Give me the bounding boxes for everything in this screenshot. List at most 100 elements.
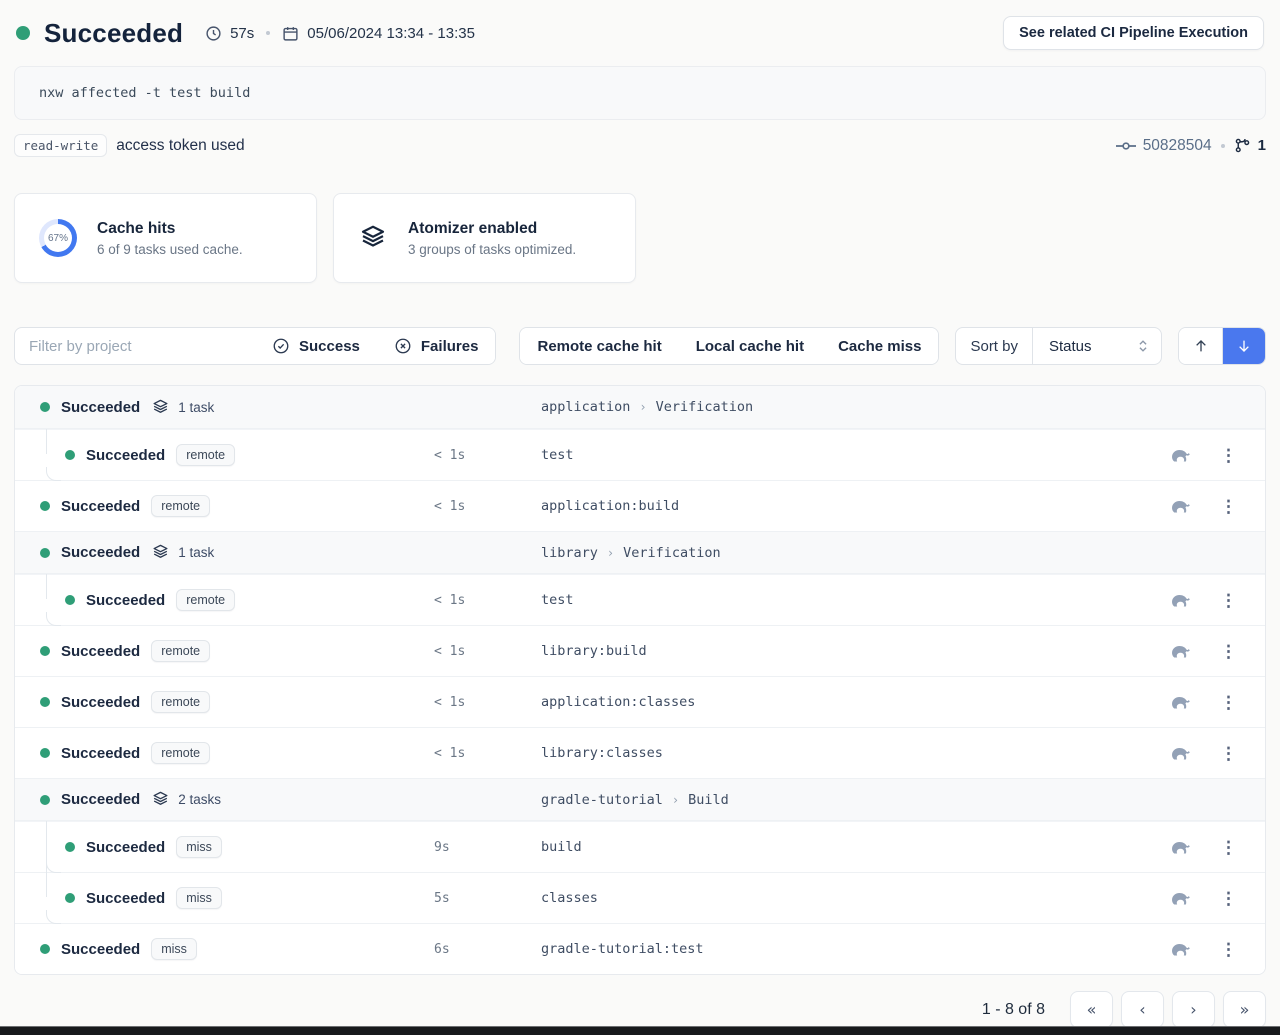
task-group-row[interactable]: Succeeded 1 task library › Verification xyxy=(15,531,1265,573)
task-duration: < 1s xyxy=(434,643,466,659)
group-status: Succeeded xyxy=(61,791,141,808)
check-circle-icon xyxy=(272,337,290,355)
gradle-icon[interactable] xyxy=(1170,745,1192,762)
sort-group: Sort by Status xyxy=(955,327,1162,365)
related-pipeline-button[interactable]: See related CI Pipeline Execution xyxy=(1003,16,1264,50)
layers-icon xyxy=(358,223,388,253)
atomizer-card[interactable]: Atomizer enabled 3 groups of tasks optim… xyxy=(333,193,636,283)
task-row[interactable]: Succeeded remote < 1s library:classes ⋮ xyxy=(15,727,1265,778)
first-page-button[interactable]: « xyxy=(1070,991,1113,1028)
task-name: test xyxy=(541,592,574,608)
status-dot xyxy=(40,794,50,805)
gradle-icon[interactable] xyxy=(1170,498,1192,515)
task-duration: < 1s xyxy=(434,745,466,761)
page-title: Succeeded xyxy=(44,17,184,48)
group-project: application xyxy=(541,399,631,415)
kebab-menu-icon[interactable]: ⋮ xyxy=(1220,496,1237,516)
separator-dot xyxy=(266,31,271,35)
group-target: Verification xyxy=(655,399,754,415)
tree-connector xyxy=(46,859,61,873)
task-row[interactable]: Succeeded remote < 1s library:build ⋮ xyxy=(15,625,1265,676)
task-group-row[interactable]: Succeeded 2 tasks gradle-tutorial › Buil… xyxy=(15,778,1265,820)
task-row[interactable]: Succeeded remote < 1s test ⋮ xyxy=(15,429,1265,481)
status-dot xyxy=(65,595,75,605)
summary-cards: 67% Cache hits 6 of 9 tasks used cache. … xyxy=(14,193,1266,283)
task-name: classes xyxy=(541,890,598,906)
run-header: Succeeded 57s 05/06/2024 13:34 - 13:35 S… xyxy=(0,0,1280,60)
filter-bar: Success Failures Remote cache hit Local … xyxy=(14,327,1266,365)
cache-hits-donut: 67% xyxy=(39,219,77,257)
cache-hits-percent: 67% xyxy=(44,224,72,252)
task-name: test xyxy=(541,447,574,463)
kebab-menu-icon[interactable]: ⋮ xyxy=(1220,445,1237,465)
tree-connector xyxy=(46,910,61,924)
kebab-menu-icon[interactable]: ⋮ xyxy=(1220,939,1237,959)
gradle-icon[interactable] xyxy=(1170,839,1192,856)
path-separator: › xyxy=(639,400,647,414)
task-row[interactable]: Succeeded miss 6s gradle-tutorial:test ⋮ xyxy=(15,923,1265,974)
gradle-icon[interactable] xyxy=(1170,447,1192,464)
next-page-button[interactable]: › xyxy=(1172,991,1215,1028)
task-row[interactable]: Succeeded remote < 1s application:classe… xyxy=(15,676,1265,727)
path-separator: › xyxy=(671,792,680,807)
commit-icon xyxy=(1115,139,1136,153)
token-row: read-write access token used 50828504 1 xyxy=(14,134,1266,157)
cache-status-badge: remote xyxy=(151,495,211,517)
kebab-menu-icon[interactable]: ⋮ xyxy=(1220,692,1237,712)
task-status: Succeeded xyxy=(86,838,166,856)
gradle-icon[interactable] xyxy=(1170,592,1192,609)
task-status: Succeeded xyxy=(61,940,141,958)
success-filter-button[interactable]: Success xyxy=(255,328,377,364)
task-duration: < 1s xyxy=(434,447,466,463)
group-project: gradle-tutorial xyxy=(541,791,663,808)
kebab-menu-icon[interactable]: ⋮ xyxy=(1220,641,1237,661)
cache-hits-card[interactable]: 67% Cache hits 6 of 9 tasks used cache. xyxy=(14,193,317,283)
task-row[interactable]: Succeeded remote < 1s test ⋮ xyxy=(15,574,1265,626)
pagination: 1 - 8 of 8 « ‹ › » xyxy=(14,991,1266,1028)
remote-cache-hit-button[interactable]: Remote cache hit xyxy=(520,328,679,364)
branch-count: 1 xyxy=(1257,137,1266,154)
cache-miss-button[interactable]: Cache miss xyxy=(821,328,939,364)
group-target: Build xyxy=(688,791,729,808)
group-task-count: 1 task xyxy=(178,399,215,415)
kebab-menu-icon[interactable]: ⋮ xyxy=(1220,888,1237,908)
gradle-icon[interactable] xyxy=(1170,890,1192,907)
task-name: build xyxy=(541,839,582,855)
sort-by-label: Sort by xyxy=(956,328,1033,364)
branch-icon xyxy=(1234,137,1251,154)
task-status: Succeeded xyxy=(61,744,141,762)
kebab-menu-icon[interactable]: ⋮ xyxy=(1220,837,1237,857)
task-row[interactable]: Succeeded miss 9s build ⋮ xyxy=(15,821,1265,873)
kebab-menu-icon[interactable]: ⋮ xyxy=(1220,590,1237,610)
layers-icon xyxy=(151,790,170,809)
status-dot xyxy=(40,646,50,656)
run-duration: 57s xyxy=(230,24,255,42)
sort-descending-button[interactable] xyxy=(1222,328,1265,364)
command-text: nxw affected -t test build xyxy=(39,85,251,101)
group-target: Verification xyxy=(623,544,721,561)
command-box: nxw affected -t test build xyxy=(14,66,1266,120)
gradle-icon[interactable] xyxy=(1170,643,1192,660)
task-status: Succeeded xyxy=(86,889,166,907)
task-group-row[interactable]: Succeeded 1 task application › Verificat… xyxy=(15,386,1265,428)
local-cache-hit-button[interactable]: Local cache hit xyxy=(678,328,822,364)
clock-icon xyxy=(205,25,222,42)
task-duration: 6s xyxy=(434,941,450,957)
gradle-icon[interactable] xyxy=(1170,941,1192,958)
task-row[interactable]: Succeeded miss 5s classes ⋮ xyxy=(15,872,1265,924)
kebab-menu-icon[interactable]: ⋮ xyxy=(1220,743,1237,763)
last-page-button[interactable]: » xyxy=(1223,991,1266,1028)
cache-status-badge: miss xyxy=(151,938,197,960)
project-filter-input[interactable] xyxy=(15,328,255,364)
status-dot xyxy=(40,748,50,758)
sort-ascending-button[interactable] xyxy=(1179,328,1222,364)
prev-page-button[interactable]: ‹ xyxy=(1121,991,1164,1028)
task-row[interactable]: Succeeded remote < 1s application:build … xyxy=(15,480,1265,531)
sort-select[interactable]: Status xyxy=(1033,328,1161,364)
failures-filter-button[interactable]: Failures xyxy=(376,328,496,364)
commit-id-link[interactable]: 50828504 xyxy=(1142,136,1212,154)
cache-status-badge: remote xyxy=(151,691,211,713)
gradle-icon[interactable] xyxy=(1170,694,1192,711)
status-dot xyxy=(40,402,50,412)
chevron-updown-icon xyxy=(1137,339,1149,353)
